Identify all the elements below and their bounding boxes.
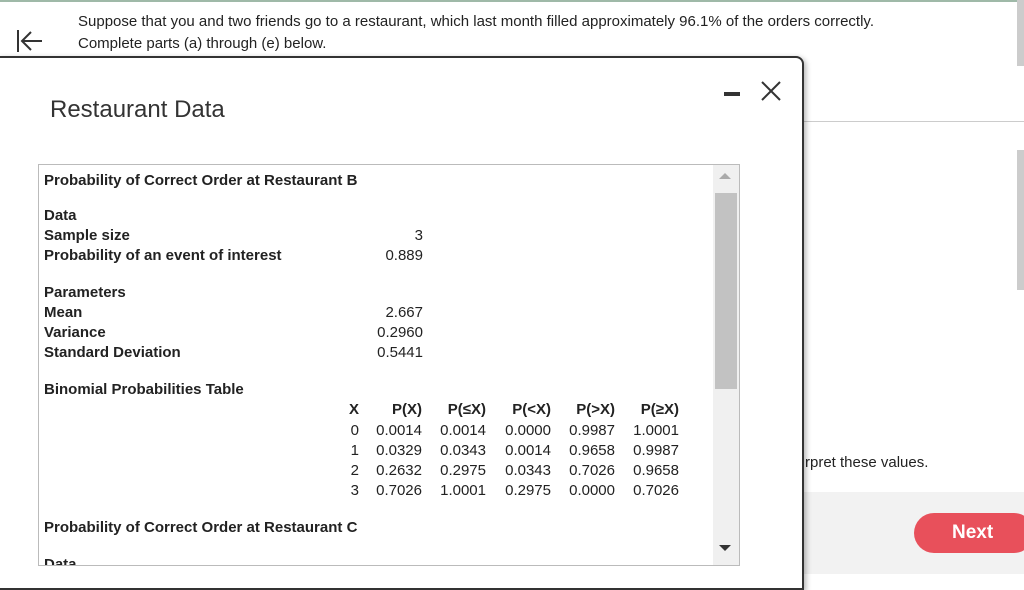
top-rule xyxy=(0,0,1024,2)
row-label: Variance xyxy=(44,324,106,341)
column-header: P(≥X) xyxy=(640,401,679,418)
table-cell: 0.2975 xyxy=(505,482,551,499)
table-cell: 0.7026 xyxy=(376,482,422,499)
table-cell: 0.0343 xyxy=(440,442,486,459)
row-value: 0.2960 xyxy=(377,324,423,341)
row-value: 2.667 xyxy=(385,304,423,321)
table-cell: 1 xyxy=(350,442,359,459)
question-text: Suppose that you and two friends go to a… xyxy=(78,13,874,30)
table-cell: 0.9987 xyxy=(633,442,679,459)
scroll-box: Probability of Correct Order at Restaura… xyxy=(38,164,740,566)
table-cell: 1.0001 xyxy=(633,422,679,439)
table-cell: 0.0014 xyxy=(505,442,551,459)
row-value: 0.5441 xyxy=(377,344,423,361)
instruction-text: Complete parts (a) through (e) below. xyxy=(78,35,327,52)
group-heading: Data xyxy=(44,207,77,224)
group-heading: Parameters xyxy=(44,284,126,301)
section-heading: Probability of Correct Order at Restaura… xyxy=(44,172,358,189)
right-scrollbar xyxy=(1017,150,1024,290)
divider xyxy=(802,121,1024,122)
table-cell: 0.0000 xyxy=(569,482,615,499)
table-cell: 0.7026 xyxy=(633,482,679,499)
row-label: Sample size xyxy=(44,227,130,244)
table-cell: 1.0001 xyxy=(440,482,486,499)
table-cell: 0.9987 xyxy=(569,422,615,439)
scroll-thumb[interactable] xyxy=(715,193,737,389)
table-cell: 0.9658 xyxy=(633,462,679,479)
row-value: 0.889 xyxy=(385,247,423,264)
row-label: Standard Deviation xyxy=(44,344,181,361)
column-header: P(X) xyxy=(392,401,422,418)
column-header: P(≤X) xyxy=(447,401,486,418)
column-header: P(>X) xyxy=(576,401,615,418)
table-cell: 0.0343 xyxy=(505,462,551,479)
next-button[interactable]: Next xyxy=(914,513,1024,553)
table-cell: 0.0014 xyxy=(376,422,422,439)
table-cell: 0.2975 xyxy=(440,462,486,479)
minimize-button[interactable] xyxy=(724,92,740,96)
row-label: Mean xyxy=(44,304,83,321)
right-scrollbar xyxy=(1017,0,1024,66)
table-cell: 0.0000 xyxy=(505,422,551,439)
background-text: rpret these values. xyxy=(805,454,929,471)
table-cell: 0.0329 xyxy=(376,442,422,459)
column-header: P(<X) xyxy=(512,401,551,418)
row-value: 3 xyxy=(414,227,423,244)
column-header: X xyxy=(348,401,359,418)
table-cell: 0 xyxy=(350,422,359,439)
table-cell: 2 xyxy=(350,462,359,479)
back-icon xyxy=(17,30,42,52)
modal: Restaurant Data Probability of Correct O… xyxy=(0,56,804,590)
table-cell: 3 xyxy=(350,482,359,499)
group-heading: Data xyxy=(44,556,77,566)
scroll-down[interactable] xyxy=(719,545,731,551)
scroll-up[interactable] xyxy=(719,173,731,179)
close-icon xyxy=(761,81,781,101)
close-button[interactable] xyxy=(760,80,782,107)
table-cell: 0.0014 xyxy=(440,422,486,439)
table-cell: 0.2632 xyxy=(376,462,422,479)
section-heading: Probability of Correct Order at Restaura… xyxy=(44,519,358,536)
table-cell: 0.7026 xyxy=(569,462,615,479)
back-button[interactable] xyxy=(14,28,44,54)
group-heading: Binomial Probabilities Table xyxy=(44,381,244,398)
table-cell: 0.9658 xyxy=(569,442,615,459)
modal-title: Restaurant Data xyxy=(50,96,225,123)
row-label: Probability of an event of interest xyxy=(44,247,282,264)
